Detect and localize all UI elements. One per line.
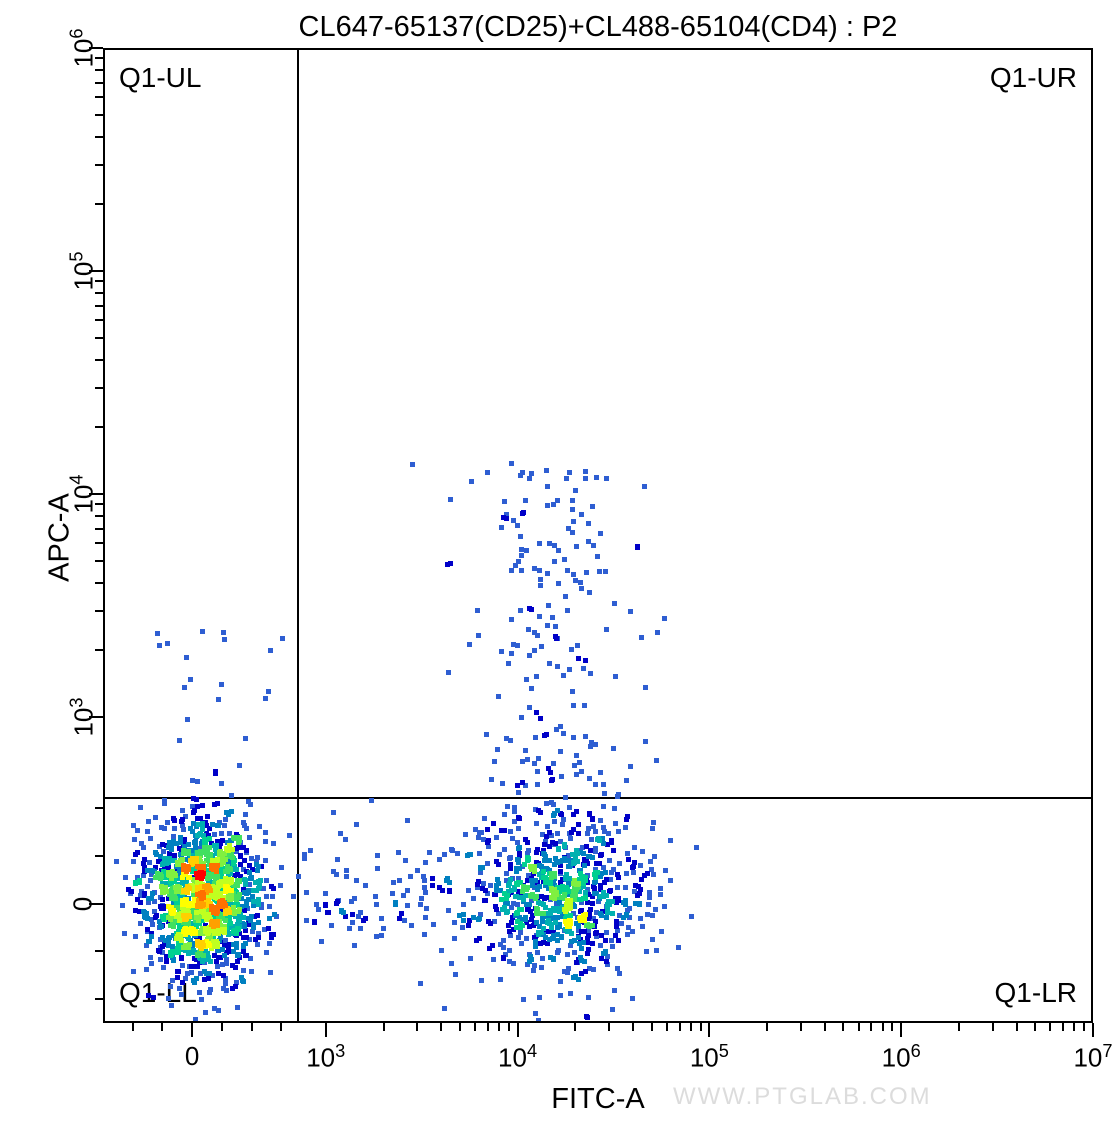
quadrant-label-lr: Q1-LR (995, 977, 1077, 1009)
watermark: WWW.PTGLAB.COM (673, 1083, 932, 1111)
chart-title: CL647-65137(CD25)+CL488-65104(CD4) : P2 (103, 11, 1093, 44)
quadrant-label-ll: Q1-LL (119, 977, 197, 1009)
quadrant-label-ur: Q1-UR (990, 62, 1077, 94)
x-axis-label: FITC-A (103, 1083, 1093, 1116)
plot-area: Q1-UL Q1-UR Q1-LL Q1-LR (103, 48, 1093, 1023)
quadrant-line-horizontal (105, 797, 1091, 799)
quadrant-label-ul: Q1-UL (119, 62, 201, 94)
flow-cytometry-chart: CL647-65137(CD25)+CL488-65104(CD4) : P2 … (0, 0, 1115, 1134)
